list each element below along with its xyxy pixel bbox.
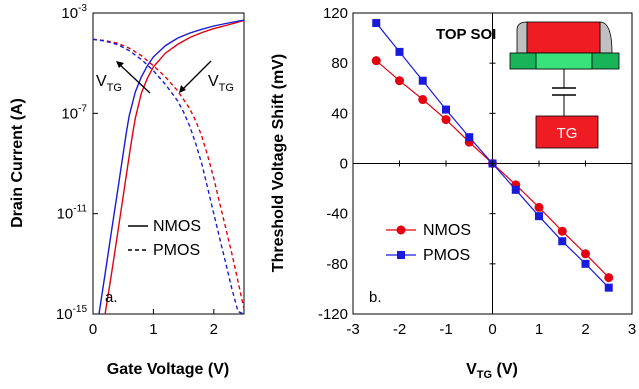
panel-b-point-nmos (581, 249, 590, 259)
panel-b-point-pmos (465, 133, 474, 142)
panel-a-x-tick-label: 2 (210, 321, 218, 338)
panel-a-label: a. (105, 289, 118, 306)
inset-tg-box (535, 115, 599, 149)
panel-b-y-axis-label: Threshold Voltage Shift (mV) (270, 54, 287, 272)
panel-b-point-pmos (395, 47, 404, 56)
panel-b-point-nmos (395, 76, 404, 86)
panel-b-legend: NMOS PMOS (386, 222, 471, 264)
panel-b-ticks-group: -3 -2 -1 0 1 2 3 -120 -80 -40 0 40 80 120 (318, 5, 636, 338)
panel-b-point-nmos (418, 95, 428, 105)
panel-b-threshold-shift-chart: -3 -2 -1 0 1 2 3 -120 -80 -40 0 40 80 120 Threshold V… (270, 5, 636, 381)
vtg-left-sub: TG (107, 82, 122, 94)
panel-a-y-axis-label: Drain Current (A) (9, 98, 26, 228)
panel-a-curve-nmos-pmos-1 (98, 19, 245, 315)
vtg-annotation-left: VTG (96, 61, 151, 94)
panel-a-x-tick-label: 0 (89, 321, 97, 338)
panel-b-xlabel-sub: TG (477, 369, 492, 381)
inset-right-spacer (599, 21, 613, 54)
legend-b-pmos-label: PMOS (423, 247, 470, 264)
inset-title: TOP SOI (436, 26, 496, 43)
vtg-left-arrowhead (116, 61, 124, 68)
panel-b-x-tick-label: -2 (393, 321, 406, 338)
legend-pmos-label: PMOS (153, 242, 200, 259)
panel-a-curve-pmos-pmos-3 (92, 38, 245, 315)
panel-b-y-tick-label: -40 (326, 206, 348, 223)
panel-b-point-nmos (441, 115, 451, 125)
panel-b-point-pmos (372, 19, 381, 28)
vtg-right-arrowhead (179, 85, 186, 93)
legend-b-nmos-marker (396, 225, 406, 235)
panel-a-y-tick-label: 10-3 (61, 3, 87, 22)
vtg-right-arrow (180, 60, 212, 92)
vtg-right-sub: TG (219, 82, 234, 94)
vtg-annotation-left-text: VTG (96, 73, 122, 94)
panel-b-point-pmos (535, 212, 543, 221)
panel-a-curve-pmos-nmos-2 (92, 38, 245, 310)
panel-b-xlabel-unit: (V) (492, 361, 518, 378)
legend-b-pmos-marker (397, 251, 405, 259)
panel-b-point-pmos (604, 283, 613, 292)
vtg-right-base: V (208, 73, 219, 90)
panel-b-point-pmos (581, 259, 590, 268)
panel-b-point-nmos (534, 202, 544, 212)
panel-b-point-pmos (418, 76, 427, 85)
panel-a-y-tick-label: 10-11 (57, 204, 88, 223)
vtg-left-base: V (96, 73, 107, 90)
inset-channel-center (535, 52, 593, 70)
panel-b-y-tick-label: -80 (326, 256, 348, 273)
vtg-left-arrow (117, 62, 151, 94)
panel-a-legend: NMOS PMOS (128, 218, 201, 259)
panel-a-curve-nmos-nmos-0 (104, 19, 245, 315)
panel-b-x-tick-label: -1 (439, 321, 452, 338)
panel-b-x-tick-label: 3 (628, 321, 636, 338)
panel-b-point-pmos (442, 105, 450, 114)
panel-b-y-tick-label: 120 (323, 5, 348, 22)
panel-b-point-pmos (511, 185, 520, 194)
vtg-annotation-right: VTG (179, 60, 234, 94)
panel-b-x-tick-label: 1 (535, 321, 543, 338)
panel-b-point-nmos (371, 56, 381, 66)
panel-a-series-group (92, 19, 245, 315)
legend-b-nmos-label: NMOS (423, 222, 471, 239)
panel-b-x-axis-label: VTG (V) (466, 361, 518, 381)
panel-b-point-nmos (604, 273, 614, 283)
inset-tg-label: TG (557, 125, 578, 142)
panel-b-x-tick-label: 2 (581, 321, 589, 338)
inset-left-spacer (516, 21, 528, 54)
panel-a-x-tick-label: 1 (149, 321, 157, 338)
panel-b-xlabel-base: V (466, 361, 477, 378)
panel-b-y-tick-label: 80 (331, 55, 348, 72)
panel-b-x-tick-label: -3 (346, 321, 359, 338)
panel-b-x-tick-label: 0 (488, 321, 496, 338)
panel-a-plot-frame (92, 12, 245, 315)
panel-b-label: b. (369, 289, 382, 306)
panel-b-point-pmos (558, 237, 567, 246)
panel-b-y-tick-label: -120 (318, 306, 348, 323)
panel-a-y-tick-label: 10-7 (61, 103, 87, 122)
panel-b-y-tick-label: 40 (331, 105, 348, 122)
inset-gate (526, 21, 601, 54)
panel-a-x-axis-label: Gate Voltage (V) (107, 361, 229, 378)
soi-device-inset: TOP SOI TG (436, 21, 620, 149)
panel-b-point-nmos (557, 226, 567, 236)
panel-a-ticks-group: 0 1 2 10-3 10-7 10-11 10-15 (56, 3, 218, 338)
legend-nmos-label: NMOS (153, 218, 201, 235)
vtg-annotation-right-text: VTG (208, 73, 234, 94)
panel-b-series-group (371, 19, 614, 292)
panel-b-y-tick-label: 0 (340, 156, 348, 173)
panel-a-y-tick-label: 10-15 (56, 304, 88, 323)
